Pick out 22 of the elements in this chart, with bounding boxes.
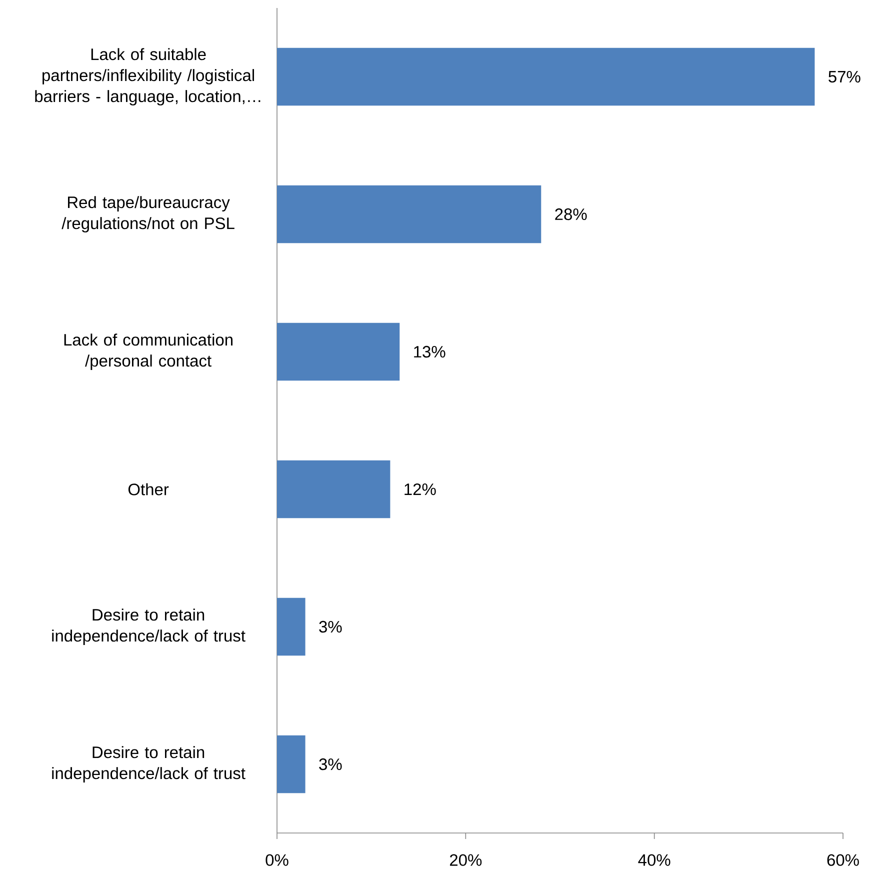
y-tick-label: Other xyxy=(128,483,169,496)
bar xyxy=(277,48,815,106)
bar xyxy=(277,185,542,244)
x-tick-label: 40% xyxy=(638,854,670,866)
data-label: 13% xyxy=(414,346,446,358)
x-tick-label: 60% xyxy=(827,854,859,866)
y-tick-label: Lack of suitable partners/inflexibility /logistical barriers - language, location,… xyxy=(35,48,260,106)
y-tick-label: Desire to retain independence/lack of trust xyxy=(52,746,246,782)
y-tick-label: Desire to retain independence/lack of trust xyxy=(52,608,246,645)
data-label: 28% xyxy=(555,208,587,220)
data-label: 3% xyxy=(319,620,342,633)
data-label: 57% xyxy=(828,70,860,83)
bar xyxy=(277,322,400,381)
y-tick-label: Lack of communication /personal contact xyxy=(64,334,232,370)
bar xyxy=(277,735,306,794)
y-tick-label: Red tape/bureaucracy /regulations/not on PSL xyxy=(62,196,234,232)
data-label: 3% xyxy=(319,758,342,770)
bar xyxy=(277,460,390,518)
data-label: 12% xyxy=(404,483,436,496)
x-tick-label: 0% xyxy=(266,854,288,866)
x-tick-label: 20% xyxy=(450,854,482,866)
bar xyxy=(277,598,306,656)
